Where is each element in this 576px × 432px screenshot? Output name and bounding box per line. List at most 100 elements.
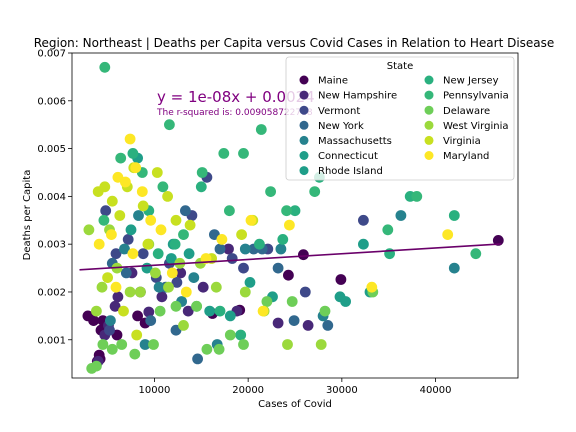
data-point	[127, 148, 139, 159]
data-point	[124, 286, 136, 298]
data-point	[145, 315, 157, 326]
data-point	[136, 186, 148, 198]
data-point	[188, 272, 200, 283]
data-point	[154, 305, 166, 317]
data-point	[358, 214, 369, 226]
data-point	[254, 238, 265, 250]
data-point	[261, 296, 273, 307]
data-point	[145, 214, 157, 226]
data-point	[106, 343, 118, 355]
data-point	[283, 269, 294, 281]
data-point	[322, 320, 334, 331]
data-point	[382, 224, 394, 236]
data-point	[178, 229, 189, 241]
legend-label: Maryland	[443, 151, 489, 162]
data-point	[105, 315, 116, 326]
data-point	[97, 339, 109, 350]
data-point	[309, 186, 321, 198]
data-point	[164, 119, 175, 131]
legend-marker	[299, 151, 309, 160]
data-point	[319, 305, 331, 317]
data-point	[235, 329, 247, 341]
regression-line	[79, 243, 502, 271]
data-point	[272, 317, 284, 329]
data-point	[224, 205, 235, 217]
data-point	[191, 300, 203, 312]
data-point	[109, 300, 121, 312]
legend-marker	[424, 135, 434, 145]
data-point	[152, 248, 164, 260]
legend-marker	[299, 105, 309, 115]
data-point	[142, 238, 154, 250]
data-point	[137, 200, 149, 212]
data-point	[366, 281, 378, 293]
data-point	[411, 191, 423, 202]
legend-label: Pennsylvania	[443, 91, 509, 102]
data-point	[239, 286, 251, 298]
legend-label: Virginia	[443, 136, 481, 147]
data-point	[257, 305, 269, 317]
data-point	[112, 291, 124, 303]
y-tick-label: 0.005	[37, 144, 66, 155]
y-tick-label: 0.004	[37, 192, 66, 203]
data-point	[143, 306, 155, 318]
r-squared-label: The r-squared is: 0.009058722718	[156, 108, 313, 118]
data-point	[255, 124, 267, 135]
data-point	[213, 343, 225, 355]
data-point	[448, 262, 460, 274]
y-axis: 0.001 0.002 0.003 0.004 0.005 0.006 0.007	[37, 49, 72, 346]
chart-title: Region: Northeast | Deaths per Capita ve…	[34, 36, 555, 50]
legend-marker	[424, 90, 434, 100]
x-axis: 10000 20000 30000 40000	[139, 378, 452, 396]
data-point	[106, 229, 117, 241]
legend-marker	[424, 105, 434, 115]
data-point	[395, 210, 407, 221]
legend-label: West Virginia	[443, 121, 508, 132]
data-point	[226, 253, 238, 264]
data-point	[197, 281, 209, 293]
data-point	[284, 219, 295, 231]
data-point	[470, 248, 482, 260]
data-point	[448, 210, 460, 221]
data-point	[170, 214, 182, 226]
data-point	[129, 348, 141, 360]
data-point	[169, 238, 181, 250]
data-point	[91, 360, 102, 372]
data-point	[265, 186, 276, 198]
data-point	[119, 243, 130, 255]
legend-label: Rhode Island	[318, 166, 383, 177]
legend-marker	[424, 75, 434, 85]
x-tick-label: 40000	[420, 385, 452, 396]
legend-marker	[299, 75, 309, 85]
data-point	[96, 281, 108, 293]
data-point	[244, 277, 256, 288]
data-point	[132, 310, 144, 322]
data-point	[125, 224, 137, 236]
data-points	[82, 61, 504, 374]
data-point	[245, 214, 257, 226]
data-point	[236, 229, 248, 241]
legend-marker	[424, 120, 434, 130]
data-point	[135, 286, 146, 298]
data-point	[196, 167, 208, 178]
data-point	[238, 339, 249, 350]
data-point	[204, 305, 216, 317]
x-tick-label: 10000	[139, 385, 171, 396]
legend-label: New York	[318, 121, 364, 132]
data-point	[148, 339, 159, 350]
data-point	[102, 272, 113, 283]
legend-marker	[299, 90, 309, 100]
data-point	[184, 219, 196, 231]
data-point	[157, 181, 169, 193]
legend-marker	[299, 120, 309, 130]
legend-label: Maine	[318, 76, 348, 87]
data-point	[104, 324, 115, 336]
data-point	[162, 191, 174, 202]
data-point	[239, 243, 251, 255]
data-point	[156, 291, 168, 303]
data-point	[216, 234, 228, 245]
data-point	[137, 248, 149, 260]
y-tick-label: 0.007	[37, 49, 66, 60]
legend-marker	[299, 135, 309, 145]
data-point	[120, 176, 131, 188]
